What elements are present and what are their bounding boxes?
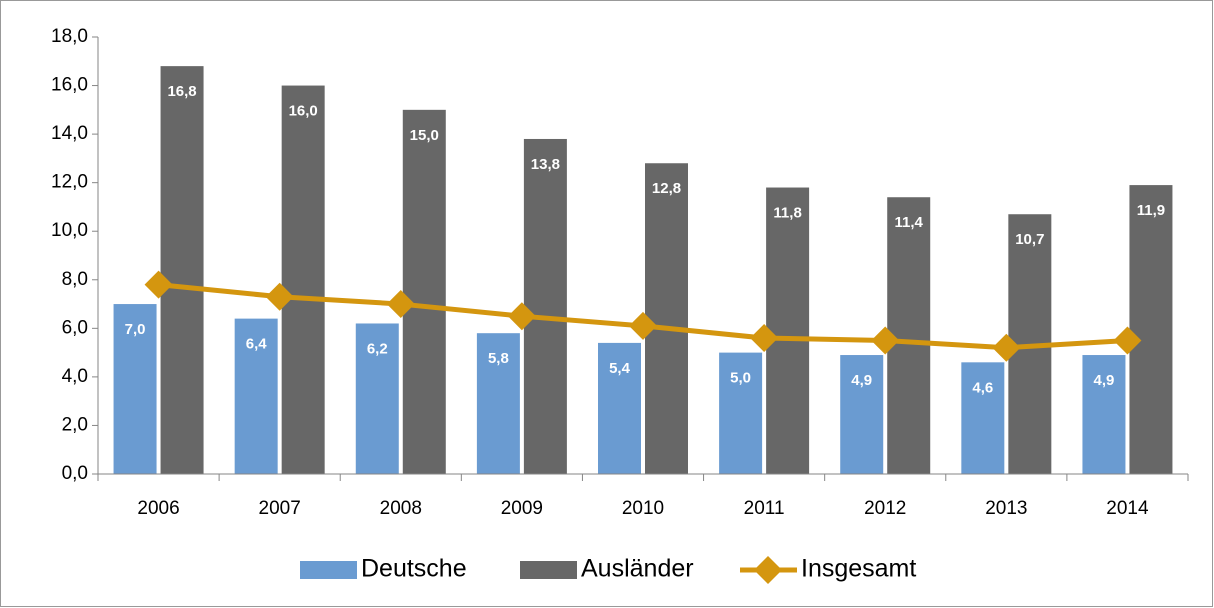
x-tick-label: 2010 [622,498,664,519]
value-label: 15,0 [410,127,439,144]
x-tick-label: 2013 [985,498,1027,519]
bar [523,138,567,474]
bar [1082,355,1126,474]
y-tick-label: 4,0 [62,366,88,387]
legend-swatch [300,561,357,579]
value-label: 7,0 [125,321,146,338]
bar [160,66,204,474]
marker [507,302,536,331]
marker [144,270,173,299]
bar [598,342,641,474]
value-label: 4,6 [972,379,993,396]
y-tick-label: 6,0 [62,317,88,338]
bar [113,304,157,474]
bar [281,85,325,475]
bar [961,362,1005,474]
value-label: 5,8 [488,350,509,367]
x-tick-label: 2014 [1106,498,1149,519]
marker [265,282,294,311]
marker [992,333,1021,362]
x-tick-label: 2007 [259,498,301,519]
legend-swatch [520,561,577,579]
legend-label: Ausländer [581,555,694,583]
value-label: 16,8 [167,83,196,100]
legend-label: Insgesamt [801,555,916,583]
bar [1129,185,1173,474]
value-label: 6,2 [367,340,388,357]
marker [629,311,657,340]
x-tick-label: 2012 [864,498,906,519]
bar [719,352,763,474]
x-tick-label: 2011 [744,498,785,519]
y-tick-label: 14,0 [51,123,88,144]
value-label: 5,4 [609,360,631,377]
y-tick-label: 16,0 [51,75,88,96]
bar [766,187,810,474]
x-tick-label: 2006 [137,498,179,519]
y-tick-label: 8,0 [62,269,88,290]
value-label: 4,9 [1094,372,1115,389]
legend-label: Deutsche [361,555,467,583]
marker [871,326,900,355]
bar [887,197,931,474]
bar [234,318,278,474]
value-label: 10,7 [1015,231,1044,248]
bar [840,355,884,474]
value-label: 11,8 [773,204,801,221]
y-tick-label: 18,0 [51,26,88,47]
value-label: 4,9 [851,372,872,389]
value-label: 5,0 [730,370,751,387]
value-label: 6,4 [246,336,268,353]
value-label: 13,8 [531,156,560,173]
marker [1113,326,1142,355]
y-tick-label: 0,0 [62,463,88,484]
value-label: 16,0 [289,103,318,120]
bar [476,333,520,474]
value-label: 12,8 [652,180,681,197]
x-tick-label: 2009 [501,498,543,519]
marker [750,324,779,353]
bar [645,163,688,474]
value-label: 11,4 [895,214,924,231]
y-tick-label: 12,0 [51,172,88,193]
y-tick-label: 2,0 [62,414,88,435]
x-tick-label: 2008 [380,498,422,519]
value-label: 11,9 [1137,202,1165,219]
bar [402,109,446,474]
marker [386,290,415,319]
legend-marker [754,556,782,584]
y-tick-label: 10,0 [51,220,88,241]
bar [355,323,399,474]
